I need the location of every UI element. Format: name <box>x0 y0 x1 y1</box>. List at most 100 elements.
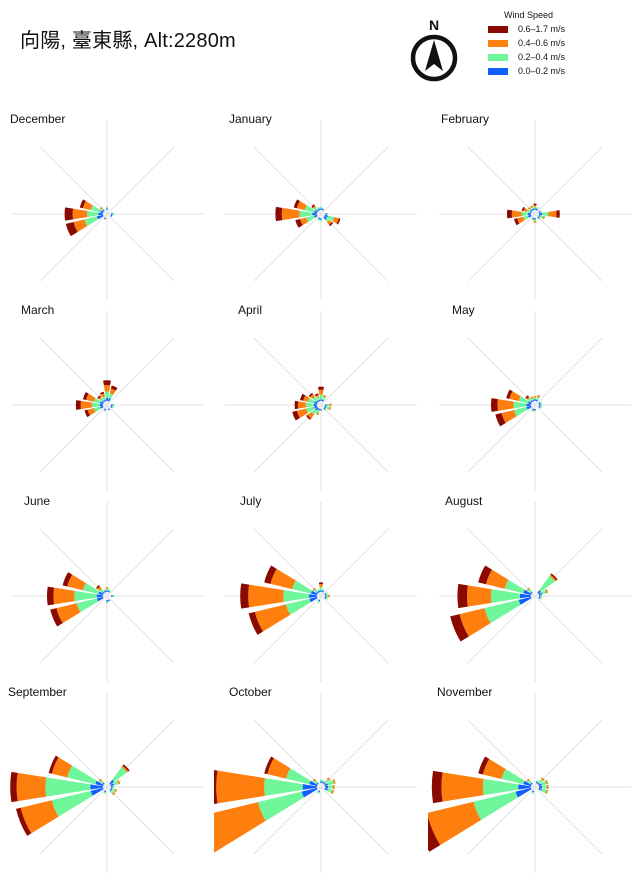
wind-sector-wnw-bin1 <box>501 769 525 785</box>
wind-sector-wnw-bin1 <box>82 583 100 594</box>
wind-sector-wnw-bin0 <box>95 780 104 787</box>
wind-sector-ssw-bin1 <box>531 409 534 412</box>
wind-sector-e-bin2 <box>329 403 332 407</box>
wind-sector-e-bin1 <box>112 785 115 789</box>
wind-sector-nnw-bin1 <box>531 398 534 401</box>
windrose-panel: January <box>214 108 428 300</box>
wind-sector-nw-bin0 <box>316 400 319 403</box>
wind-sector-ne-bin3 <box>550 573 558 581</box>
windrose-panel: April <box>214 299 428 491</box>
wind-sector-e-bin0 <box>110 595 113 597</box>
wind-sector-e-bin0 <box>324 213 327 215</box>
wind-sector-ese-bin2 <box>328 407 332 411</box>
wind-sector-nnw-bin1 <box>103 589 106 592</box>
wind-sector-wnw-bin1 <box>285 768 311 785</box>
wind-sector-e-bin1 <box>328 785 333 789</box>
wind-sector-e-bin2 <box>546 784 549 790</box>
wind-sector-ene-bin0 <box>538 211 541 214</box>
wind-sector-ese-bin1 <box>541 788 547 794</box>
wind-sector-w-bin3 <box>240 583 250 609</box>
compass-letter: N <box>429 17 439 33</box>
wind-sector-ne-bin2 <box>327 777 331 781</box>
wind-sector-nne-bin0 <box>321 208 324 211</box>
wind-sector-wnw-bin2 <box>296 201 307 211</box>
wind-sector-nw-bin0 <box>316 591 319 594</box>
windrose-panel: March <box>0 299 214 491</box>
wind-sector-e-bin1 <box>542 785 547 789</box>
wind-sector-wsw-bin0 <box>526 405 532 410</box>
wind-sector-se-bin0 <box>323 407 326 410</box>
wind-sector-n-bin1 <box>105 588 109 591</box>
wind-sector-wnw-bin1 <box>526 209 531 213</box>
wind-sector-ne-bin2 <box>121 765 129 773</box>
wind-sector-n-bin0 <box>105 397 109 402</box>
wind-sector-wsw-bin3 <box>50 608 63 627</box>
wind-sector-n-bin0 <box>106 208 108 211</box>
wind-sector-e-bin1 <box>326 403 330 407</box>
wind-sector-nw-bin2 <box>312 778 316 782</box>
wind-sector-ese-bin0 <box>324 787 328 791</box>
wind-sector-ene-bin2 <box>117 779 121 785</box>
wind-sector-n-bin3 <box>103 380 111 386</box>
wind-sector-w-bin1 <box>87 210 99 218</box>
wind-sector-w-bin2 <box>297 401 306 409</box>
wind-sector-nw-bin1 <box>99 397 104 402</box>
wind-sector-n-bin0 <box>534 208 536 211</box>
wind-sector-n-bin0 <box>320 590 322 593</box>
wind-sector-ese-bin1 <box>539 597 542 600</box>
wind-sector-se-bin0 <box>537 216 540 219</box>
wind-sector-nne-bin0 <box>107 398 111 402</box>
wind-sector-wsw-bin1 <box>484 599 521 624</box>
wind-sector-ssw-bin2 <box>315 412 319 416</box>
grid-line <box>39 146 175 282</box>
wind-sector-ne-bin2 <box>549 574 557 582</box>
wind-sector-ese-bin1 <box>327 788 333 794</box>
wind-sector-se-bin1 <box>110 790 115 795</box>
wind-sector-wnw-bin1 <box>304 205 315 213</box>
wind-sector-wsw-bin0 <box>100 405 104 409</box>
grid-line <box>467 719 603 855</box>
wind-sector-ne-bin1 <box>538 778 544 784</box>
wind-sector-nw-bin1 <box>527 397 532 402</box>
wind-sector-sw-bin2 <box>307 412 314 419</box>
wind-sector-sse-bin0 <box>107 599 110 602</box>
wind-sector-n-bin0 <box>320 781 322 784</box>
wind-sector-wnw-bin3 <box>62 572 73 587</box>
wind-sector-w-bin2 <box>511 210 522 218</box>
wind-sector-nne-bin1 <box>536 396 540 401</box>
wind-sector-nne-bin0 <box>321 781 324 784</box>
wind-sector-nne-bin0 <box>535 781 538 784</box>
wind-sector-wnw-bin3 <box>521 206 525 212</box>
wind-sector-w-bin0 <box>519 593 532 599</box>
wind-sector-ssw-bin0 <box>318 599 321 602</box>
wind-sector-e-bin0 <box>538 785 543 789</box>
panel-title: May <box>452 303 475 317</box>
wind-sector-nnw-bin2 <box>100 393 105 398</box>
wind-sector-n-bin3 <box>318 582 324 585</box>
windrose-panel: May <box>428 299 642 491</box>
wind-sector-nne-bin0 <box>535 399 538 402</box>
wind-sector-se-bin2 <box>112 792 116 796</box>
windrose-chart <box>225 120 417 300</box>
wind-sector-se-bin2 <box>327 220 332 225</box>
wind-sector-n-bin1 <box>319 394 323 400</box>
wind-sector-nnw-bin1 <box>317 207 320 210</box>
wind-sector-ene-bin1 <box>325 592 328 595</box>
wind-sector-nw-bin0 <box>530 209 533 212</box>
wind-sector-w-bin3 <box>457 583 468 609</box>
wind-sector-wsw-bin1 <box>257 791 304 821</box>
legend-title: Wind Speed <box>504 10 554 20</box>
wind-sector-wsw-bin2 <box>87 408 96 416</box>
wind-sector-nw-bin2 <box>312 587 316 591</box>
wind-sector-ene-bin1 <box>539 401 542 404</box>
wind-sector-wnw-bin1 <box>307 397 315 404</box>
wind-sector-w-bin3 <box>75 400 81 410</box>
wind-sector-se-bin3 <box>328 221 334 227</box>
wind-sector-ese-bin1 <box>539 406 542 409</box>
wind-sector-ene-bin1 <box>539 210 542 213</box>
wind-sector-nne-bin2 <box>537 394 541 398</box>
panel-title: July <box>240 494 262 508</box>
wind-sector-s-bin0 <box>534 217 536 220</box>
wind-sector-e-bin1 <box>112 212 115 216</box>
wind-sector-ese-bin0 <box>538 405 541 408</box>
